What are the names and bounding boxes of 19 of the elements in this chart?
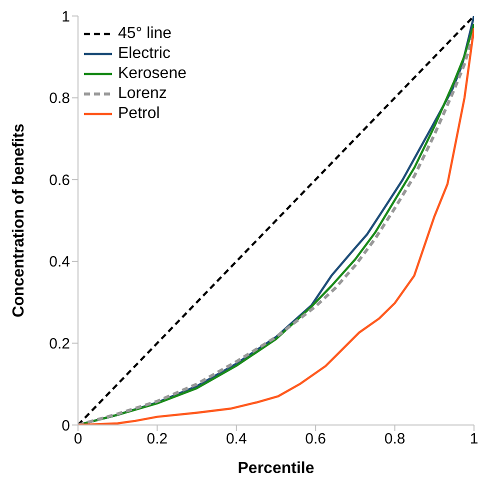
x-axis-title: Percentile — [238, 460, 314, 477]
x-tick-label: 1 — [470, 430, 478, 448]
y-tick-label: 0.4 — [49, 254, 70, 271]
x-tick-label: 0.6 — [305, 430, 326, 448]
x-tick-label: 0.8 — [384, 430, 406, 448]
y-tick-label: 0 — [62, 417, 70, 434]
legend-label: Electric — [118, 44, 170, 64]
x-tick-label: 0 — [74, 430, 82, 448]
y-tick-label: 0.2 — [49, 336, 70, 353]
x-tick-label: 0.2 — [146, 430, 168, 448]
y-tick-label: 0.6 — [49, 172, 70, 189]
y-tick-label: 0.8 — [49, 90, 70, 108]
legend-label: Petrol — [118, 104, 160, 124]
legend-label: Kerosene — [118, 64, 186, 84]
legend-label: Lorenz — [118, 84, 167, 104]
x-tick-label: 0.4 — [226, 430, 247, 448]
legend-label: 45° line — [118, 24, 172, 44]
y-axis-title: Concentration of benefits — [10, 124, 28, 318]
y-tick-label: 1 — [62, 8, 70, 26]
